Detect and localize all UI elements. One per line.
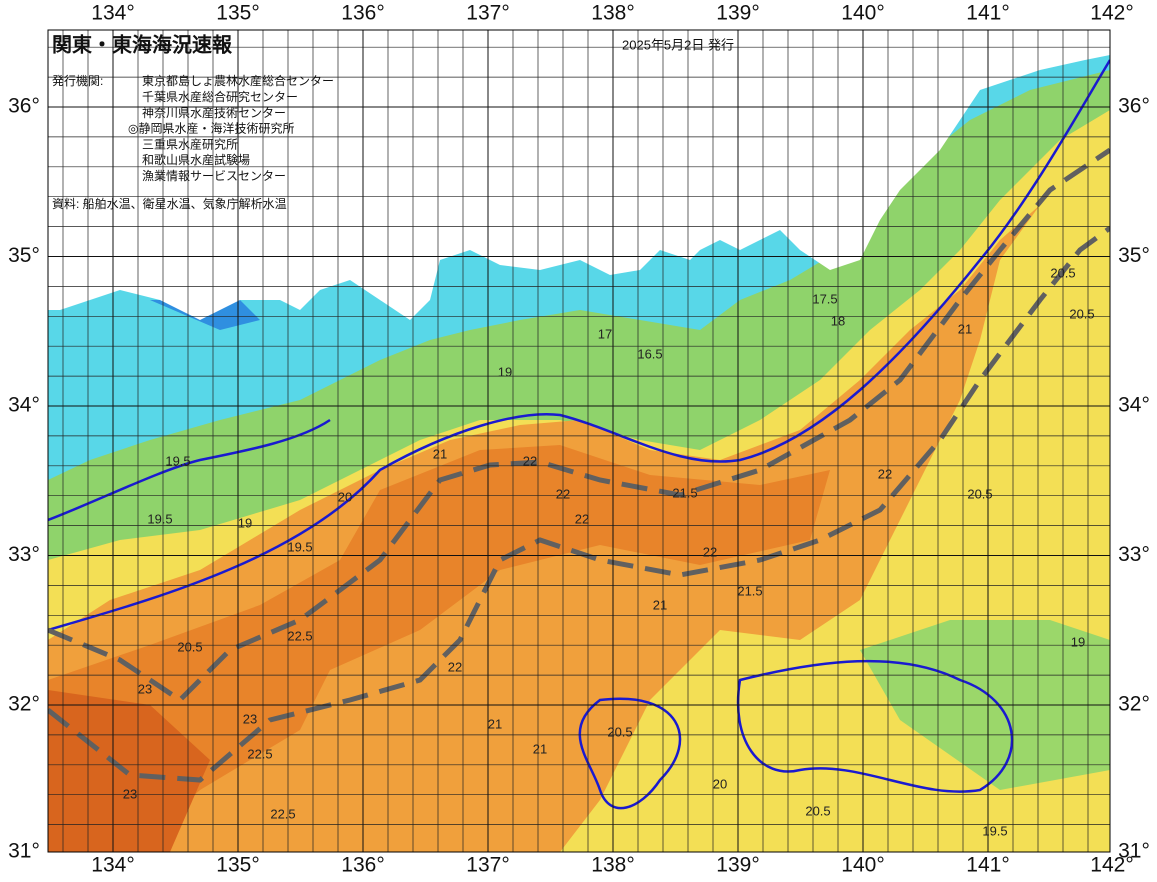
sea-surface: 17.5 18 17 16.5 19 19.5 20 19.5 19 19.5 20.5 21 22 22… xyxy=(48,30,1110,852)
issuer: 和歌山県水産試験場 xyxy=(142,152,250,167)
x-tick-label: 140° xyxy=(841,2,884,25)
x-tick-label: 138° xyxy=(591,854,634,877)
x-tick-label: 142° xyxy=(1090,2,1133,25)
contour-label: 22.5 xyxy=(287,628,312,643)
kuroshio-axis xyxy=(48,147,1110,783)
contour-label: 21 xyxy=(433,446,447,461)
contour-label: 20.5 xyxy=(607,724,632,739)
issuer: 東京都島しょ農林水産総合センター xyxy=(142,73,334,88)
contour-label: 22 xyxy=(523,453,537,468)
x-tick-label: 137° xyxy=(466,854,509,877)
contour-label: 22 xyxy=(556,486,570,501)
contour-label: 20.5 xyxy=(1050,265,1075,280)
issuer: 神奈川県水産技術センター xyxy=(142,105,286,120)
contour-label: 20.5 xyxy=(967,486,992,501)
contour-labels: 17.5 18 17 16.5 19 19.5 20 19.5 19 19.5 20.5 21 22 22… xyxy=(123,265,1095,838)
contour-label: 20.5 xyxy=(805,803,830,818)
issuer: 漁業情報サービスセンター xyxy=(142,169,286,183)
y-tick-label: 36° xyxy=(1118,95,1150,118)
y-tick-label: 36° xyxy=(8,95,40,118)
contour-label: 22 xyxy=(575,511,589,526)
x-tick-label: 135° xyxy=(216,2,259,25)
contour-label: 21 xyxy=(958,321,972,336)
contour-label: 21 xyxy=(653,597,667,612)
contour-label: 23 xyxy=(243,711,257,726)
title: 関東・東海海況速報 xyxy=(52,32,233,56)
issue-date: 2025年5月2日 発行 xyxy=(622,37,734,52)
contour-label: 20.5 xyxy=(1069,306,1094,321)
issuer: 千葉県水産総合研究センター xyxy=(142,89,298,104)
contour-label: 19.5 xyxy=(165,453,190,468)
contour-label: 22.5 xyxy=(247,746,272,761)
y-tick-label: 34° xyxy=(1118,394,1150,417)
y-tick-label: 33° xyxy=(8,543,40,566)
grid xyxy=(48,30,1110,852)
data-source: 資料: 船舶水温、衛星水温、気象庁解析水温 xyxy=(52,196,287,211)
contour-label: 20.5 xyxy=(177,639,202,654)
contour-label: 22 xyxy=(703,544,717,559)
contour-label: 19.5 xyxy=(147,511,172,526)
y-tick-label: 32° xyxy=(1118,693,1150,716)
contour-label: 19.5 xyxy=(287,539,312,554)
x-tick-label: 135° xyxy=(216,854,259,877)
contour-label: 19 xyxy=(498,364,512,379)
issuer: ◎静岡県水産・海洋技術研究所 xyxy=(128,121,294,136)
contour-label: 20 xyxy=(338,489,352,504)
contour-label: 23 xyxy=(138,681,152,696)
contour-label: 19 xyxy=(1071,634,1085,649)
contour-label: 22 xyxy=(448,659,462,674)
x-tick-label: 134° xyxy=(91,854,134,877)
contour-label: 18 xyxy=(831,313,845,328)
contour-label: 19.5 xyxy=(982,823,1007,838)
map-frame xyxy=(47,29,1111,853)
x-tick-label: 140° xyxy=(841,854,884,877)
issuer-label: 発行機関: xyxy=(52,73,103,88)
y-tick-label: 31° xyxy=(1118,840,1150,863)
contour-label: 22.5 xyxy=(270,806,295,821)
contour-label: 16.5 xyxy=(637,346,662,361)
y-tick-label: 31° xyxy=(8,840,40,863)
y-tick-label: 32° xyxy=(8,693,40,716)
y-tick-label: 33° xyxy=(1118,543,1150,566)
contour-label: 17.5 xyxy=(812,291,837,306)
contour-label: 21.5 xyxy=(737,583,762,598)
y-tick-label: 35° xyxy=(8,244,40,267)
x-tick-label: 138° xyxy=(591,2,634,25)
contour-label: 23 xyxy=(123,786,137,801)
contour-label: 19 xyxy=(238,515,252,530)
contour-label: 21 xyxy=(533,741,547,756)
x-tick-label: 137° xyxy=(466,2,509,25)
x-tick-label: 141° xyxy=(966,854,1009,877)
contour-label: 22 xyxy=(878,466,892,481)
y-tick-label: 34° xyxy=(8,394,40,417)
contour-label: 21 xyxy=(488,716,502,731)
x-tick-label: 139° xyxy=(716,2,759,25)
contour-label: 21.5 xyxy=(672,485,697,500)
x-tick-label: 139° xyxy=(716,854,759,877)
x-tick-label: 141° xyxy=(966,2,1009,25)
contour-lines xyxy=(48,59,1110,810)
x-tick-label: 134° xyxy=(91,2,134,25)
x-tick-label: 136° xyxy=(341,2,384,25)
x-tick-label: 136° xyxy=(341,854,384,877)
contour-label: 20 xyxy=(713,776,727,791)
contour-label: 17 xyxy=(598,326,612,341)
x-tick-label: 142° xyxy=(1090,854,1133,877)
issuer: 三重県水産研究所 xyxy=(142,136,238,151)
y-tick-label: 35° xyxy=(1118,244,1150,267)
